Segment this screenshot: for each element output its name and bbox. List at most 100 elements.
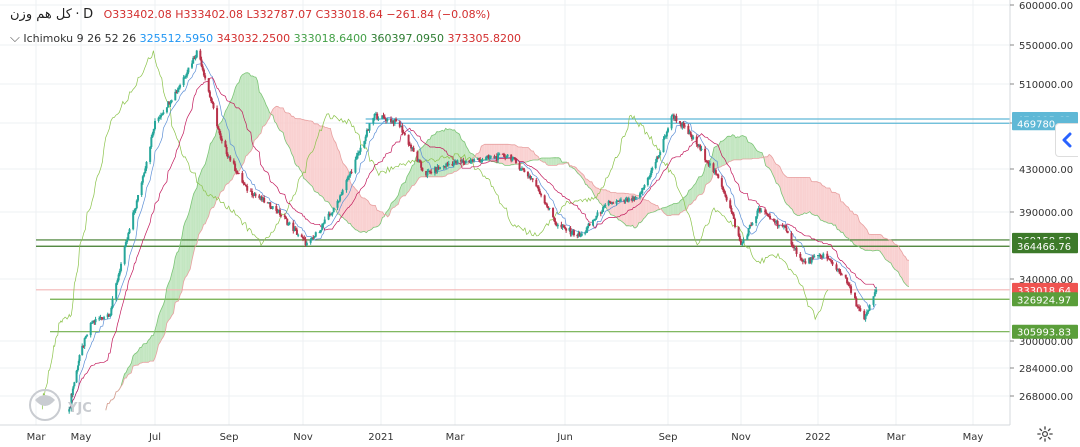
price-tick-label: 510000.00 <box>1019 80 1073 91</box>
cloud-segment <box>233 87 236 176</box>
candle-body <box>607 201 610 206</box>
candle-body <box>225 147 228 155</box>
cloud-segment <box>729 136 731 162</box>
gear-icon[interactable] <box>1036 425 1054 443</box>
low-label: L <box>246 8 253 21</box>
cloud-segment <box>548 157 551 166</box>
candle-body <box>786 230 789 234</box>
close-label: C <box>315 8 324 21</box>
cloud-segment <box>695 179 698 200</box>
cloud-segment <box>876 234 879 251</box>
candle-body <box>68 409 71 412</box>
candle-body <box>632 197 635 201</box>
cloud-segment <box>737 136 740 160</box>
cloud-segment <box>180 236 182 295</box>
cloud-segment <box>831 192 834 226</box>
time-tick-label: Jul <box>148 432 161 443</box>
candle-body <box>568 228 571 231</box>
cloud-segment <box>364 198 367 233</box>
time-tick-label: Sep <box>659 432 678 443</box>
collapse-icon[interactable]: ⌵ <box>10 31 20 46</box>
symbol-name[interactable]: کل هم وزن <box>10 7 72 22</box>
cloud-segment <box>213 135 216 208</box>
candle-body <box>92 320 95 323</box>
cloud-segment <box>705 163 708 185</box>
candle-body <box>537 186 540 191</box>
candle-body <box>618 200 621 202</box>
indicator-value: 373305.8200 <box>447 32 522 45</box>
candle-body <box>688 132 691 135</box>
candle-body <box>756 210 759 217</box>
candle-body <box>523 169 526 173</box>
time-tick-label: 2022 <box>805 432 830 443</box>
candle-body <box>599 212 602 214</box>
candle-body <box>547 206 550 209</box>
candle-body <box>675 116 678 122</box>
cloud-segment <box>690 187 693 205</box>
cloud-segment <box>156 316 159 353</box>
cloud-segment <box>153 329 156 362</box>
candle-body <box>766 213 769 216</box>
candle-body <box>354 159 357 173</box>
candle-body <box>785 227 788 231</box>
cloud-segment <box>887 238 890 262</box>
cloud-segment <box>604 189 606 207</box>
candle-body <box>224 141 227 148</box>
candle-body <box>270 207 273 209</box>
candle-body <box>84 336 87 339</box>
scroll-to-realtime-button[interactable] <box>1055 123 1078 157</box>
cloud-segment <box>576 167 578 174</box>
candle-body <box>328 213 331 215</box>
cloud-segment <box>765 156 768 168</box>
cloud-segment <box>431 135 434 177</box>
cloud-segment <box>870 234 873 252</box>
candle-body <box>111 298 114 308</box>
candle-body <box>152 129 155 134</box>
cloud-segment <box>223 111 226 191</box>
cloud-segment <box>550 157 552 166</box>
candle-body <box>678 121 681 123</box>
cloud-segment <box>267 108 270 121</box>
cloud-segment <box>727 136 730 164</box>
price-label-box <box>1012 324 1078 339</box>
candle-body <box>212 102 215 109</box>
candle-body <box>288 222 291 224</box>
cloud-segment <box>237 82 239 172</box>
candle-body <box>90 322 93 324</box>
candle-body <box>459 160 462 162</box>
candle-body <box>593 219 596 221</box>
candle-body <box>774 221 777 223</box>
candle-body <box>505 156 508 158</box>
cloud-segment <box>191 193 194 261</box>
cloud-segment <box>138 347 140 366</box>
cloud-segment <box>476 153 478 158</box>
candle-body <box>313 236 316 238</box>
interval[interactable]: D <box>83 7 94 22</box>
candle-body <box>654 162 657 168</box>
candle-body <box>656 157 659 159</box>
cloud-segment <box>160 308 162 343</box>
indicator-legend[interactable]: ⌵ Ichimoku 9 26 52 26 325512.5950 343032… <box>10 31 521 46</box>
cloud-segment <box>839 194 841 233</box>
candle-body <box>169 102 172 105</box>
candle-body <box>283 215 286 218</box>
price-label-text: 333018.64 <box>1017 286 1071 297</box>
candle-body <box>364 136 367 142</box>
indicator-name[interactable]: Ichimoku 9 26 52 26 <box>23 32 137 45</box>
candle-body <box>345 180 348 191</box>
cloud-segment <box>259 92 262 135</box>
candle-body <box>381 115 384 119</box>
candle-body <box>585 230 588 233</box>
candle-body <box>469 161 472 163</box>
candle-body <box>554 221 557 225</box>
cloud-segment <box>330 128 333 208</box>
cloud-segment <box>665 206 668 216</box>
cloud-segment <box>288 112 290 149</box>
candle-body <box>416 151 419 162</box>
candle-body <box>808 258 811 264</box>
candle-body <box>464 160 467 163</box>
candle-body <box>145 161 148 169</box>
cloud-segment <box>528 147 530 162</box>
chevron-left-icon <box>1062 132 1072 148</box>
